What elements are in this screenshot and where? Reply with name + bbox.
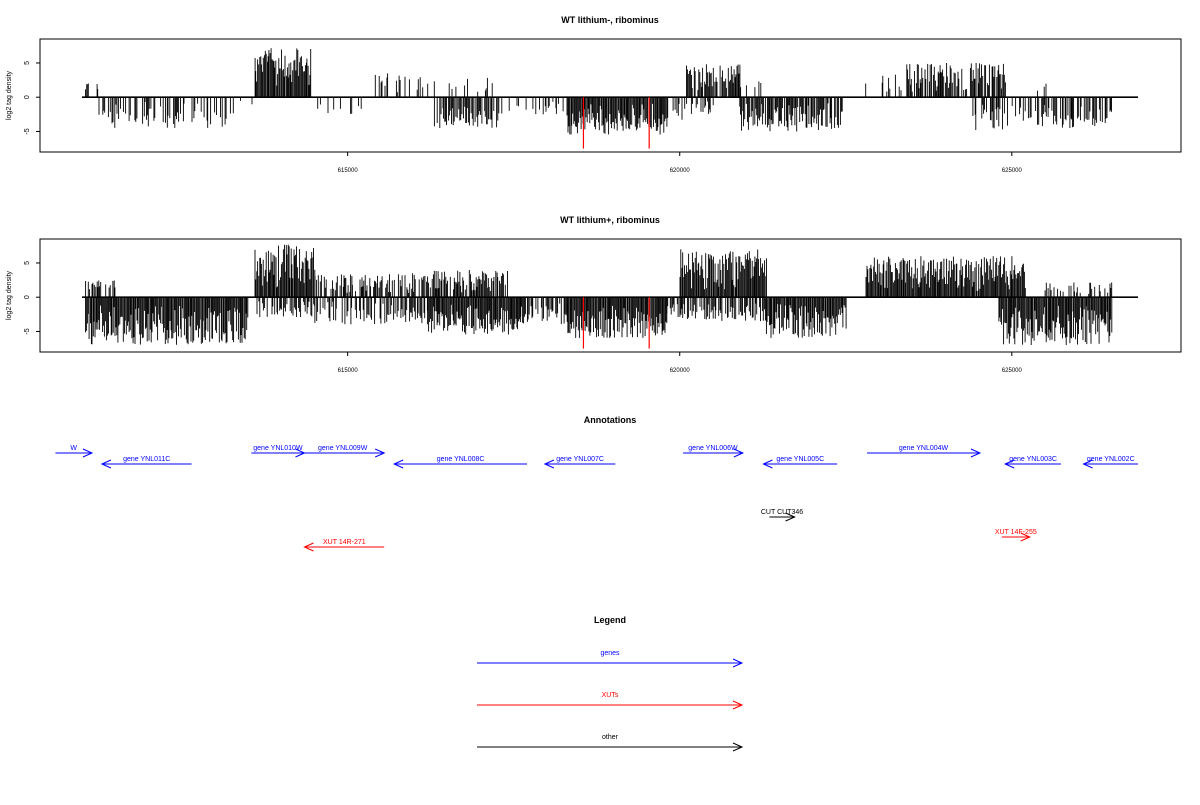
feature-arrow: gene YNL004W [867,445,982,458]
feature-arrow: XUT 14R-271 [303,539,385,552]
annotations-title: Annotations [584,415,637,425]
feature-arrow: gene YNL003C [1003,456,1061,469]
y-tick-label: 0 [24,95,31,99]
feature-label: gene YNL009W [318,445,368,452]
panel-title: WT lithium+, ribominus [560,215,660,225]
plot-frame [39,38,1182,153]
feature-label: CUT CUT346 [761,509,803,516]
feature-label: gene YNL006W [688,445,738,452]
panel-title: WT lithium-, ribominus [561,15,659,25]
x-tick-label: 620000 [670,168,691,174]
feature-label: gene YNL010W [253,445,303,452]
feature-arrow: gene YNL005C [762,456,838,469]
feature-label: XUT 14R-271 [323,539,366,546]
legend-label: XUTs [602,692,619,699]
y-tick-label: 0 [24,295,31,299]
feature-label: gene YNL008C [437,456,485,463]
y-axis-label: log2 tag density [6,270,13,320]
feature-arrow: gene YNL002C [1082,456,1138,469]
x-tick-label: 625000 [1002,168,1023,174]
x-tick-label: 625000 [1002,368,1023,374]
feature-arrow: XUT 14F-255 [995,529,1037,542]
x-tick-label: 615000 [338,368,359,374]
feature-label: gene YNL003C [1009,456,1057,463]
feature-label: W [70,445,77,452]
feature-arrow: CUT CUT346 [761,509,803,522]
feature-arrow: W [55,445,94,458]
feature-arrow: gene YNL010W [251,445,306,458]
legend-entry: other [477,734,744,752]
feature-arrow: gene YNL011C [100,456,192,469]
feature-label: gene YNL011C [123,456,170,463]
y-tick-label: -5 [24,128,31,134]
x-tick-label: 615000 [338,168,359,174]
panel-lithium-plus: WT lithium+, ribominus log2 tag density 5 0… [6,215,1182,374]
legend-title: Legend [594,615,626,625]
feature-label: XUT 14F-255 [995,529,1037,536]
signal-bars [85,48,1112,135]
feature-label: gene YNL007C [556,456,604,463]
legend-entry: genes [477,650,744,668]
y-tick-label: -5 [24,328,31,334]
legend-label: other [602,734,619,741]
signal-bars [85,244,1113,345]
y-tick-label: 5 [24,61,31,65]
panel-lithium-minus: WT lithium-, ribominus log2 tag density 5 0… [6,15,1182,174]
feature-arrow: gene YNL008C [392,456,527,469]
feature-label: gene YNL005C [776,456,824,463]
x-tick-label: 620000 [670,368,691,374]
y-axis-label: log2 tag density [6,70,13,120]
feature-label: gene YNL002C [1087,456,1135,463]
plot-frame [39,238,1182,353]
feature-label: gene YNL004W [899,445,949,452]
legend-label: genes [600,650,620,657]
feature-arrow: gene YNL007C [543,456,616,469]
legend: Legend genes XUTs other [477,615,744,752]
feature-arrow: gene YNL006W [683,445,745,458]
legend-entry: XUTs [477,692,744,710]
feature-arrow: gene YNL009W [301,445,386,458]
y-tick-label: 5 [24,261,31,265]
